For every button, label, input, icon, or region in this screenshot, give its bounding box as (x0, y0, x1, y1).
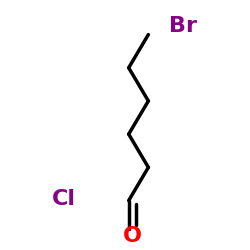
Text: Cl: Cl (52, 189, 76, 209)
Text: Br: Br (169, 16, 197, 36)
Text: O: O (123, 226, 142, 246)
